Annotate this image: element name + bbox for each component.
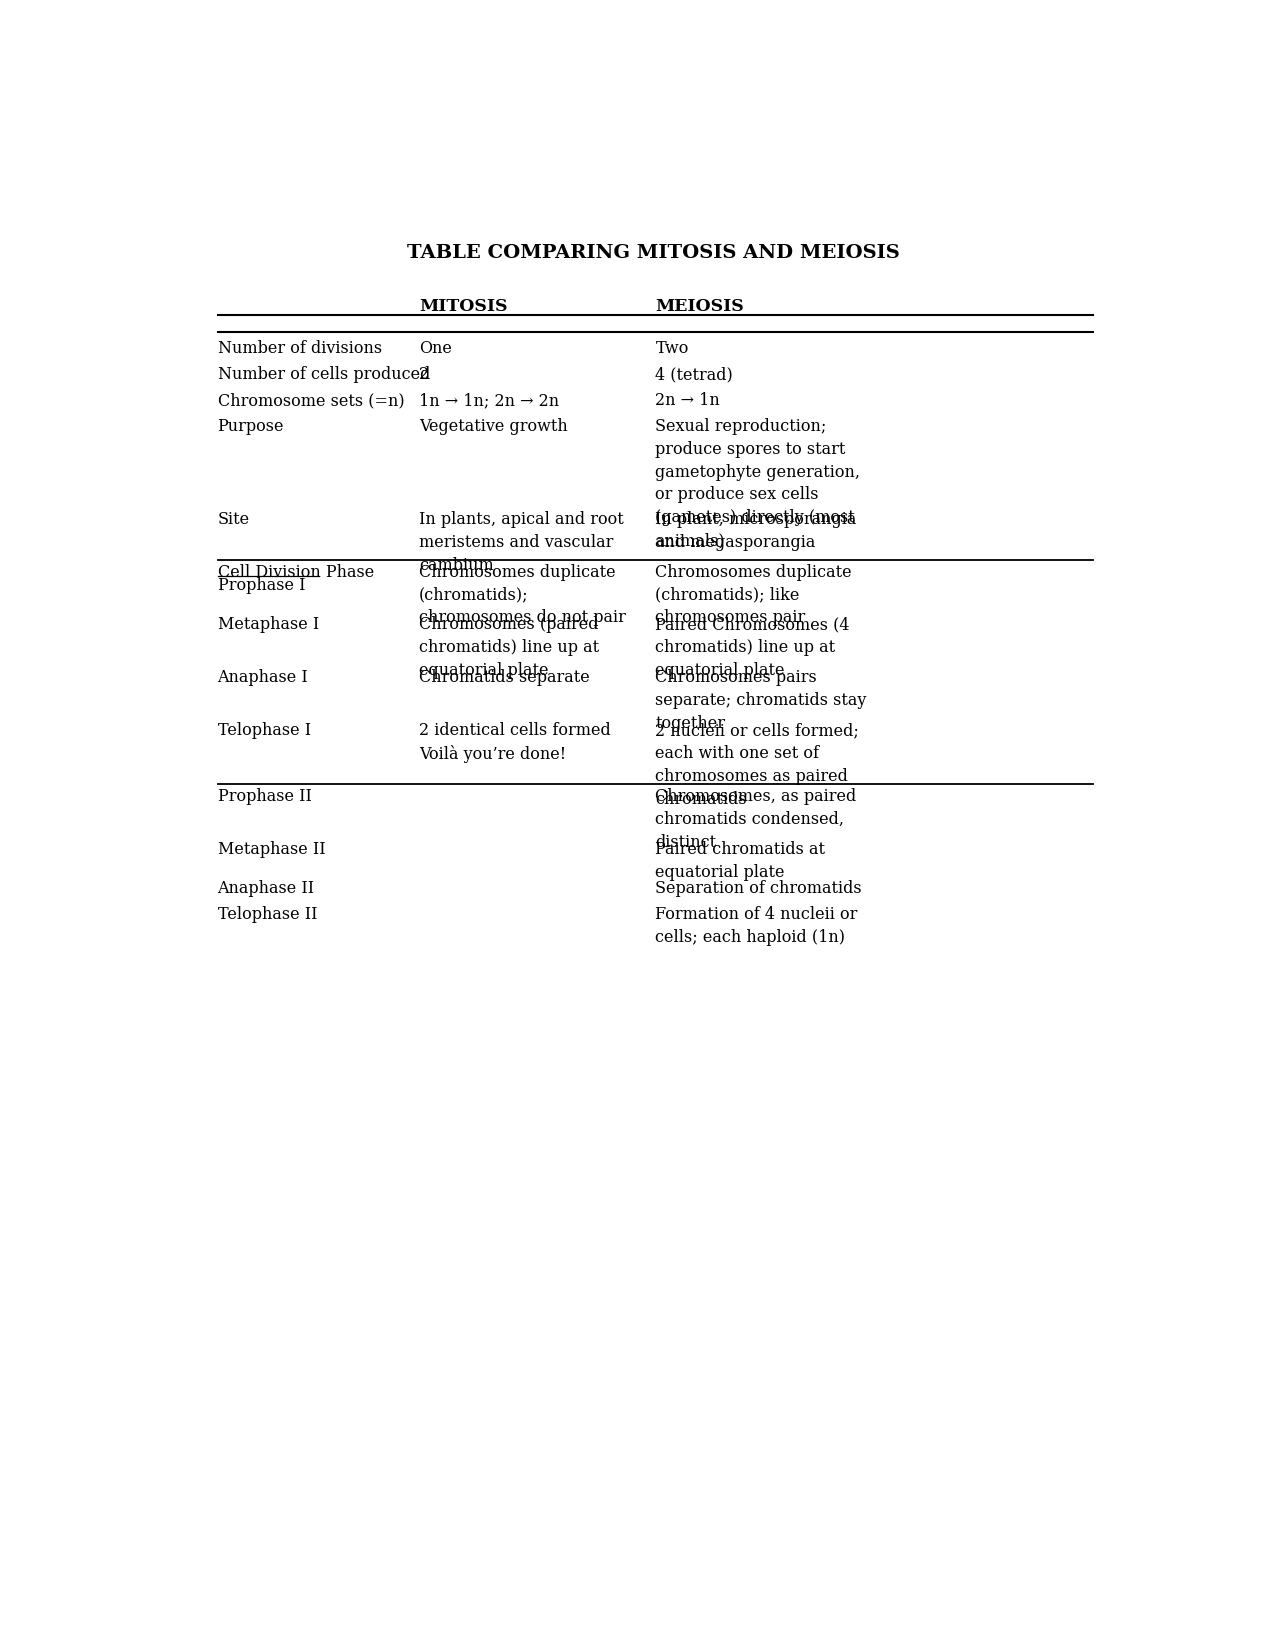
Text: 4 (tetrad): 4 (tetrad) [655,366,733,383]
Text: One: One [419,340,451,358]
Text: MEIOSIS: MEIOSIS [655,299,745,315]
Text: Site: Site [218,512,250,528]
Text: Paired chromatids at
equatorial plate: Paired chromatids at equatorial plate [655,842,825,881]
Text: 2 nucleii or cells formed;
each with one set of
chromosomes as paired
chromatids: 2 nucleii or cells formed; each with one… [655,723,859,807]
Text: Telophase I: Telophase I [218,723,311,739]
Text: Chromosomes duplicate
(chromatids);
chromosomes do not pair: Chromosomes duplicate (chromatids); chro… [419,564,626,627]
Text: Paired Chromosomes (4
chromatids) line up at
equatorial plate: Paired Chromosomes (4 chromatids) line u… [655,617,850,680]
Text: Purpose: Purpose [218,417,284,436]
Text: Anaphase II: Anaphase II [218,879,315,898]
Text: Formation of 4 nucleii or
cells; each haploid (1n): Formation of 4 nucleii or cells; each ha… [655,906,858,945]
Text: Cell Division Phase: Cell Division Phase [218,564,374,581]
Text: 2 identical cells formed
Voilà you’re done!: 2 identical cells formed Voilà you’re do… [419,723,611,764]
Text: Prophase I: Prophase I [218,578,305,594]
Text: 1n → 1n; 2n → 2n: 1n → 1n; 2n → 2n [419,393,560,409]
Text: MITOSIS: MITOSIS [419,299,507,315]
Text: Sexual reproduction;
produce spores to start
gametophyte generation,
or produce : Sexual reproduction; produce spores to s… [655,417,861,549]
Text: Chromosomes duplicate
(chromatids); like
chromosomes pair: Chromosomes duplicate (chromatids); like… [655,564,852,627]
Text: Chromosome sets (=n): Chromosome sets (=n) [218,393,404,409]
Text: Metaphase I: Metaphase I [218,617,319,634]
Text: Vegetative growth: Vegetative growth [419,417,567,436]
Text: Prophase II: Prophase II [218,789,311,805]
Text: Chromatids separate: Chromatids separate [419,670,590,686]
Text: Number of cells produced: Number of cells produced [218,366,430,383]
Text: Anaphase I: Anaphase I [218,670,309,686]
Text: TABLE COMPARING MITOSIS AND MEIOSIS: TABLE COMPARING MITOSIS AND MEIOSIS [407,244,899,262]
Text: Chromosomes pairs
separate; chromatids stay
together: Chromosomes pairs separate; chromatids s… [655,670,867,733]
Text: Metaphase II: Metaphase II [218,842,325,858]
Text: Number of divisions: Number of divisions [218,340,381,358]
Text: 2n → 1n: 2n → 1n [655,393,720,409]
Text: In plant, microsporangia
and megasporangia: In plant, microsporangia and megasporang… [655,512,857,551]
Text: Chromosomes (paired
chromatids) line up at
equatorial plate: Chromosomes (paired chromatids) line up … [419,617,599,680]
Text: Chromosomes, as paired
chromatids condensed,
distinct: Chromosomes, as paired chromatids conden… [655,789,857,851]
Text: Telophase II: Telophase II [218,906,317,922]
Text: Two: Two [655,340,688,358]
Text: 2: 2 [419,366,430,383]
Text: Separation of chromatids: Separation of chromatids [655,879,862,898]
Text: In plants, apical and root
meristems and vascular
cambium: In plants, apical and root meristems and… [419,512,623,574]
